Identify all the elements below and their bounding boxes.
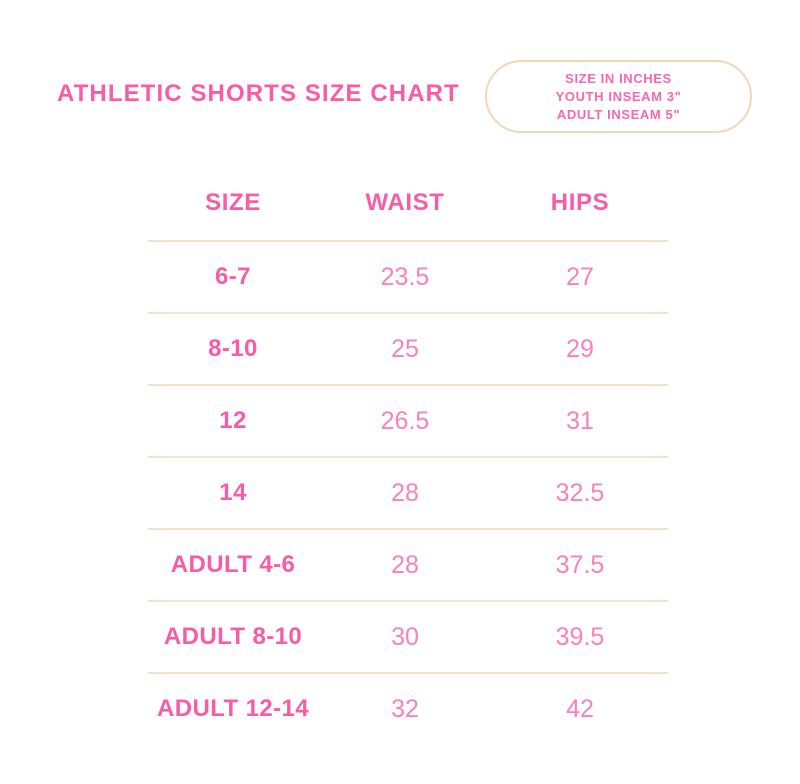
size-cell: 8-10 xyxy=(208,335,258,362)
table-row: ADULT 8-10 30 39.5 xyxy=(148,600,668,672)
hips-cell: 29 xyxy=(566,334,594,363)
waist-cell: 30 xyxy=(391,622,419,651)
table-row: 8-10 25 29 xyxy=(148,312,668,384)
waist-cell: 23.5 xyxy=(380,262,430,291)
waist-cell: 28 xyxy=(391,478,419,507)
badge-line-adult-inseam: ADULT INSEAM 5" xyxy=(556,106,681,122)
size-table: SIZE WAIST HIPS 6-7 23.5 27 8-10 25 29 1… xyxy=(148,165,668,744)
hips-cell: 31 xyxy=(566,406,594,435)
table-row: ADULT 12-14 32 42 xyxy=(148,672,668,744)
size-cell: ADULT 8-10 xyxy=(163,623,303,650)
waist-cell: 32 xyxy=(391,694,419,723)
hips-cell: 37.5 xyxy=(555,550,605,579)
hips-cell: 32.5 xyxy=(555,478,605,507)
size-cell: 6-7 xyxy=(215,263,251,290)
size-cell: ADULT 4-6 xyxy=(170,551,296,578)
size-cell: 14 xyxy=(219,479,247,506)
table-row: 14 28 32.5 xyxy=(148,456,668,528)
table-row: 12 26.5 31 xyxy=(148,384,668,456)
hips-cell: 27 xyxy=(566,262,594,291)
size-cell: 12 xyxy=(219,407,247,434)
table-header-row: SIZE WAIST HIPS xyxy=(148,165,668,240)
hips-cell: 42 xyxy=(566,694,594,723)
waist-cell: 25 xyxy=(391,334,419,363)
size-cell: ADULT 12-14 xyxy=(157,695,309,722)
hips-cell: 39.5 xyxy=(555,622,605,651)
waist-cell: 26.5 xyxy=(380,406,430,435)
table-row: 6-7 23.5 27 xyxy=(148,240,668,312)
page-title: ATHLETIC SHORTS SIZE CHART xyxy=(57,80,460,107)
table-row: ADULT 4-6 28 37.5 xyxy=(148,528,668,600)
waist-cell: 28 xyxy=(391,550,419,579)
badge-line-youth-inseam: YOUTH INSEAM 3" xyxy=(555,88,682,104)
column-header-waist: WAIST xyxy=(365,188,445,216)
badge-line-size-units: SIZE IN INCHES xyxy=(565,70,672,86)
column-header-hips: HIPS xyxy=(550,188,610,216)
column-header-size: SIZE xyxy=(205,188,261,216)
inseam-info-badge: SIZE IN INCHES YOUTH INSEAM 3" ADULT INS… xyxy=(485,60,752,133)
